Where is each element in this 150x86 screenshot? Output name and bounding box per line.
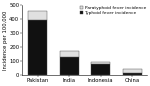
Bar [123, 69, 142, 73]
Bar [28, 20, 47, 75]
Bar [123, 73, 142, 75]
Bar [60, 57, 79, 75]
Bar [60, 51, 79, 57]
Legend: Paratyphoid fever incidence, Typhoid fever incidence: Paratyphoid fever incidence, Typhoid fev… [80, 6, 146, 16]
Y-axis label: Incidence per 100,000: Incidence per 100,000 [3, 10, 8, 70]
Bar [91, 64, 110, 75]
Bar [28, 11, 47, 20]
Bar [91, 62, 110, 64]
